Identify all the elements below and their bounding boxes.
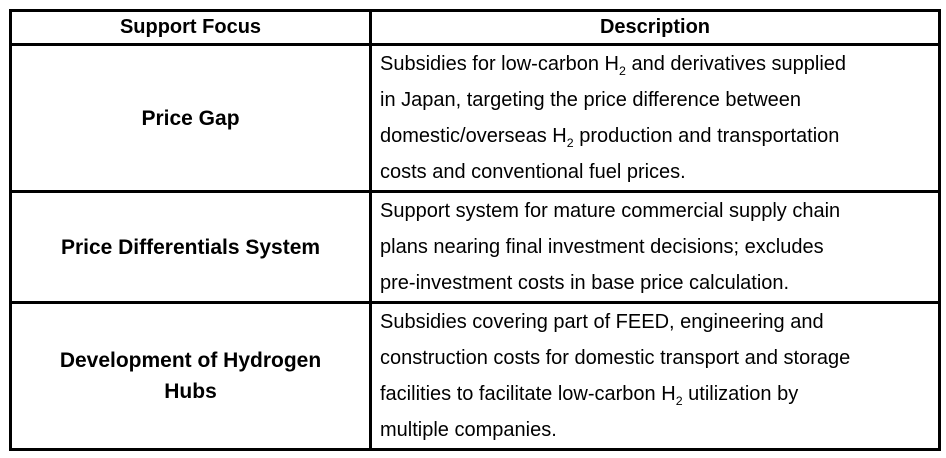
header-support-focus: Support Focus (9, 9, 372, 46)
description-cell-price-gap: Subsidies for low-carbon H2 and derivati… (369, 43, 941, 193)
description-line: facilities to facilitate low-carbon H2 u… (380, 383, 799, 408)
description-line: Subsidies for low-carbon H2 and derivati… (380, 53, 847, 78)
description-line: costs and conventional fuel prices. (380, 161, 686, 183)
support-focus-table-wrap: Support Focus Description Price Gap Subs… (9, 9, 941, 451)
description-line: pre-investment costs in base price calcu… (380, 272, 790, 294)
description-line: in Japan, targeting the price difference… (380, 89, 802, 111)
focus-cell-hydrogen-hubs: Development of Hydrogen Hubs (9, 301, 372, 451)
focus-cell-price-gap: Price Gap (9, 43, 372, 193)
focus-label: Price Gap (141, 106, 240, 130)
focus-cell-price-differentials: Price Differentials System (9, 190, 372, 304)
header-row: Support Focus Description (9, 9, 941, 46)
description-line: plans nearing final investment decisions… (380, 236, 824, 258)
header-description: Description (369, 9, 941, 46)
description-line: Support system for mature commercial sup… (380, 200, 841, 222)
description-line: construction costs for domestic transpor… (380, 347, 851, 369)
table-row-price-gap: Price Gap Subsidies for low-carbon H2 an… (9, 43, 941, 193)
table-row-price-differentials: Price Differentials System Support syste… (9, 190, 941, 304)
table-row-hydrogen-hubs: Development of Hydrogen Hubs Subsidies c… (9, 301, 941, 451)
description-line: Subsidies covering part of FEED, enginee… (380, 311, 824, 333)
description-cell-price-differentials: Support system for mature commercial sup… (369, 190, 941, 304)
focus-label: Hubs (164, 380, 217, 403)
description-cell-hydrogen-hubs: Subsidies covering part of FEED, enginee… (369, 301, 941, 451)
description-line: multiple companies. (380, 419, 557, 441)
description-line: domestic/overseas H2 production and tran… (380, 125, 840, 150)
support-focus-table: Support Focus Description Price Gap Subs… (9, 9, 941, 451)
focus-label: Price Differentials System (60, 235, 321, 259)
focus-label: Development of Hydrogen (59, 349, 322, 372)
